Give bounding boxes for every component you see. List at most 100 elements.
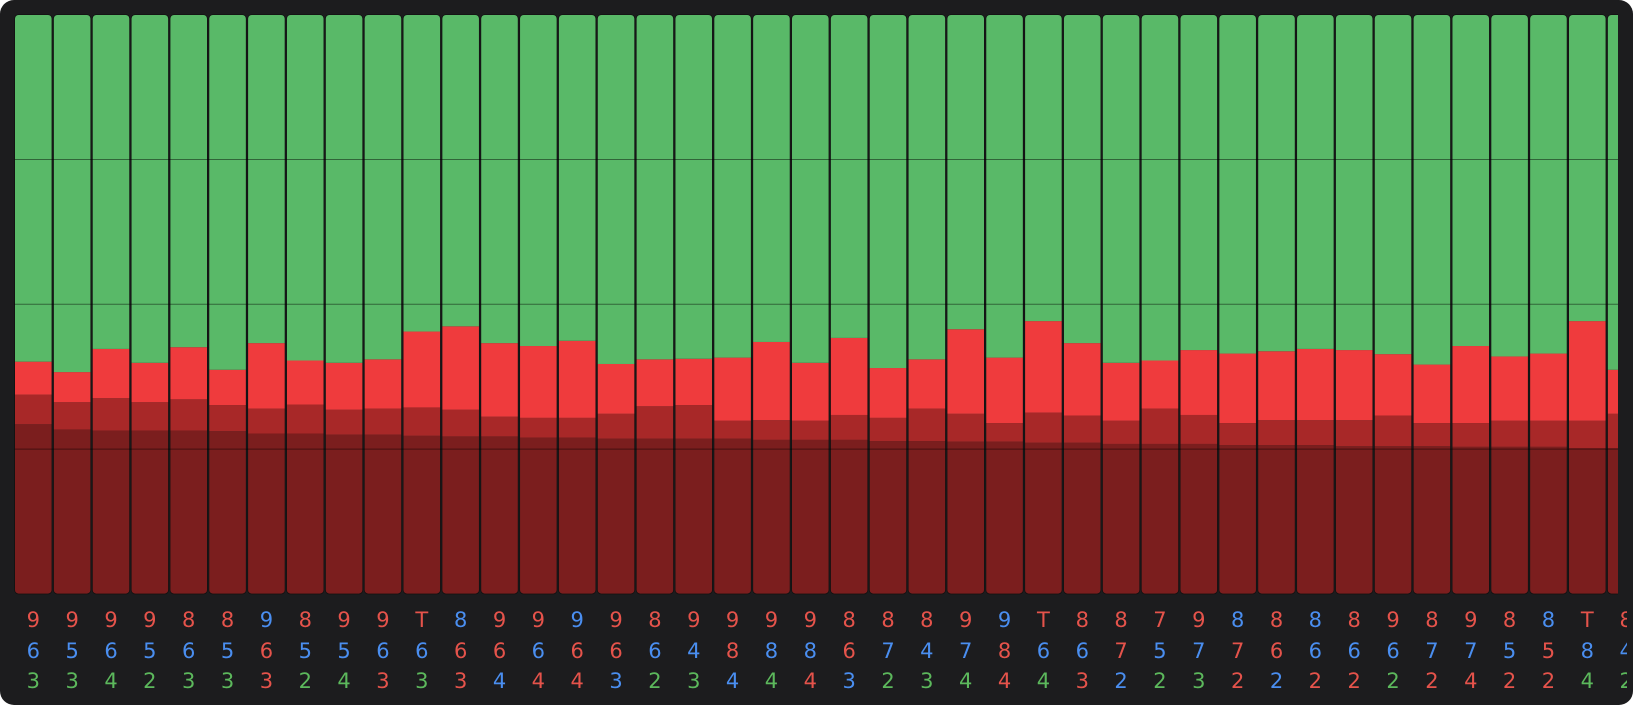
column xyxy=(1296,14,1335,594)
bar-segment xyxy=(1063,14,1101,344)
label-area: 9 9 9 9 8 8 9 8 9 9 T 8 9 9 9 9 8 9 9 9 9 8 8 8 9 9 T 8 8 7 9 8 8 8 8 9 8 9 8 8… xyxy=(27,608,1627,693)
column-border xyxy=(441,14,480,595)
bar-segment xyxy=(1141,443,1179,594)
column-label: 2 xyxy=(1425,669,1438,693)
column xyxy=(558,14,596,594)
bar-segment xyxy=(908,408,946,442)
bar-segment xyxy=(441,409,480,437)
bar-segment xyxy=(558,417,596,438)
column xyxy=(441,14,480,594)
bar-segment xyxy=(1568,447,1606,594)
column-border xyxy=(1335,14,1374,595)
bar-segment xyxy=(53,14,91,373)
bar-segment xyxy=(1296,445,1335,594)
column-label: 7 xyxy=(959,639,972,663)
column-label: 4 xyxy=(104,669,117,693)
column xyxy=(1568,14,1606,594)
column-label: 4 xyxy=(1464,669,1477,693)
bar-segment xyxy=(92,14,130,349)
column-label: 7 xyxy=(1464,639,1477,663)
column-label: 5 xyxy=(143,639,156,663)
column-label: 2 xyxy=(1348,669,1361,693)
bar-segment xyxy=(1413,446,1451,594)
column-label: 3 xyxy=(415,669,428,693)
column-label: 6 xyxy=(493,639,506,663)
column-border xyxy=(830,14,869,595)
column-border xyxy=(402,14,441,595)
column xyxy=(636,14,674,594)
bar-segment xyxy=(791,439,829,594)
bar-segment xyxy=(247,343,286,409)
bar-segment xyxy=(1102,420,1140,444)
column-label: 2 xyxy=(1309,669,1322,693)
bar-segment xyxy=(830,337,868,415)
bar-segment xyxy=(1413,14,1451,365)
column-label: 5 xyxy=(65,639,78,663)
column-label: 5 xyxy=(1503,639,1516,663)
column-label: 8 xyxy=(765,639,778,663)
bar-segment xyxy=(1296,14,1335,349)
column-label: 7 xyxy=(1425,639,1438,663)
column-label: 8 xyxy=(182,608,195,632)
column-label: 3 xyxy=(1076,669,1089,693)
bar-segment xyxy=(1180,443,1218,594)
column xyxy=(1490,14,1529,594)
column-label: 6 xyxy=(1270,639,1283,663)
bar-segment xyxy=(1490,14,1529,357)
bar-segment xyxy=(480,436,519,594)
column-label: 8 xyxy=(726,639,739,663)
column-label: 9 xyxy=(765,608,778,632)
column-label: 8 xyxy=(299,608,312,632)
bar-segment xyxy=(1141,408,1179,444)
column xyxy=(286,14,324,594)
column xyxy=(1102,14,1140,594)
bar-segment xyxy=(1102,443,1140,594)
column xyxy=(1180,14,1218,594)
column-border xyxy=(1412,14,1451,595)
bar-segment xyxy=(519,417,558,438)
bar-segment xyxy=(675,438,713,594)
bar-segment xyxy=(791,362,829,421)
column xyxy=(519,14,558,594)
column xyxy=(325,14,363,594)
bar-segment xyxy=(53,372,91,403)
column xyxy=(1218,14,1257,594)
column-label: 9 xyxy=(609,608,622,632)
column-border xyxy=(247,14,286,595)
bar-segment xyxy=(403,407,441,436)
bar-segment xyxy=(713,357,752,421)
bar-segment xyxy=(1024,412,1063,443)
column xyxy=(947,14,985,594)
column-label: 9 xyxy=(959,608,972,632)
column-border xyxy=(868,14,908,595)
bar-segment xyxy=(1218,14,1257,354)
bar-segment xyxy=(597,413,635,439)
column-label: 8 xyxy=(648,608,661,632)
column-label: 3 xyxy=(27,669,40,693)
bar-segment xyxy=(985,14,1024,358)
column-label: 7 xyxy=(1231,639,1244,663)
bar-segment xyxy=(1452,14,1490,347)
column-label: 6 xyxy=(415,639,428,663)
bar-segment xyxy=(869,417,907,442)
bar-segment xyxy=(441,436,480,594)
column xyxy=(675,14,713,594)
column-label: 2 xyxy=(1386,669,1399,693)
column-border xyxy=(1102,14,1141,595)
column-label: 9 xyxy=(493,608,506,632)
bar-segment xyxy=(325,434,363,594)
bar-segment xyxy=(1413,423,1451,447)
bar-segment xyxy=(791,420,829,440)
column-label: 6 xyxy=(376,639,389,663)
bar-segment xyxy=(325,362,363,410)
bar-segment xyxy=(208,431,247,594)
column-label: 8 xyxy=(881,608,894,632)
column-label: 9 xyxy=(27,608,40,632)
column xyxy=(597,14,635,594)
bar-segment xyxy=(1257,445,1296,594)
bar-segment xyxy=(1180,414,1218,444)
bar-segment xyxy=(713,438,752,594)
column xyxy=(1257,14,1296,594)
column-border xyxy=(91,14,131,595)
